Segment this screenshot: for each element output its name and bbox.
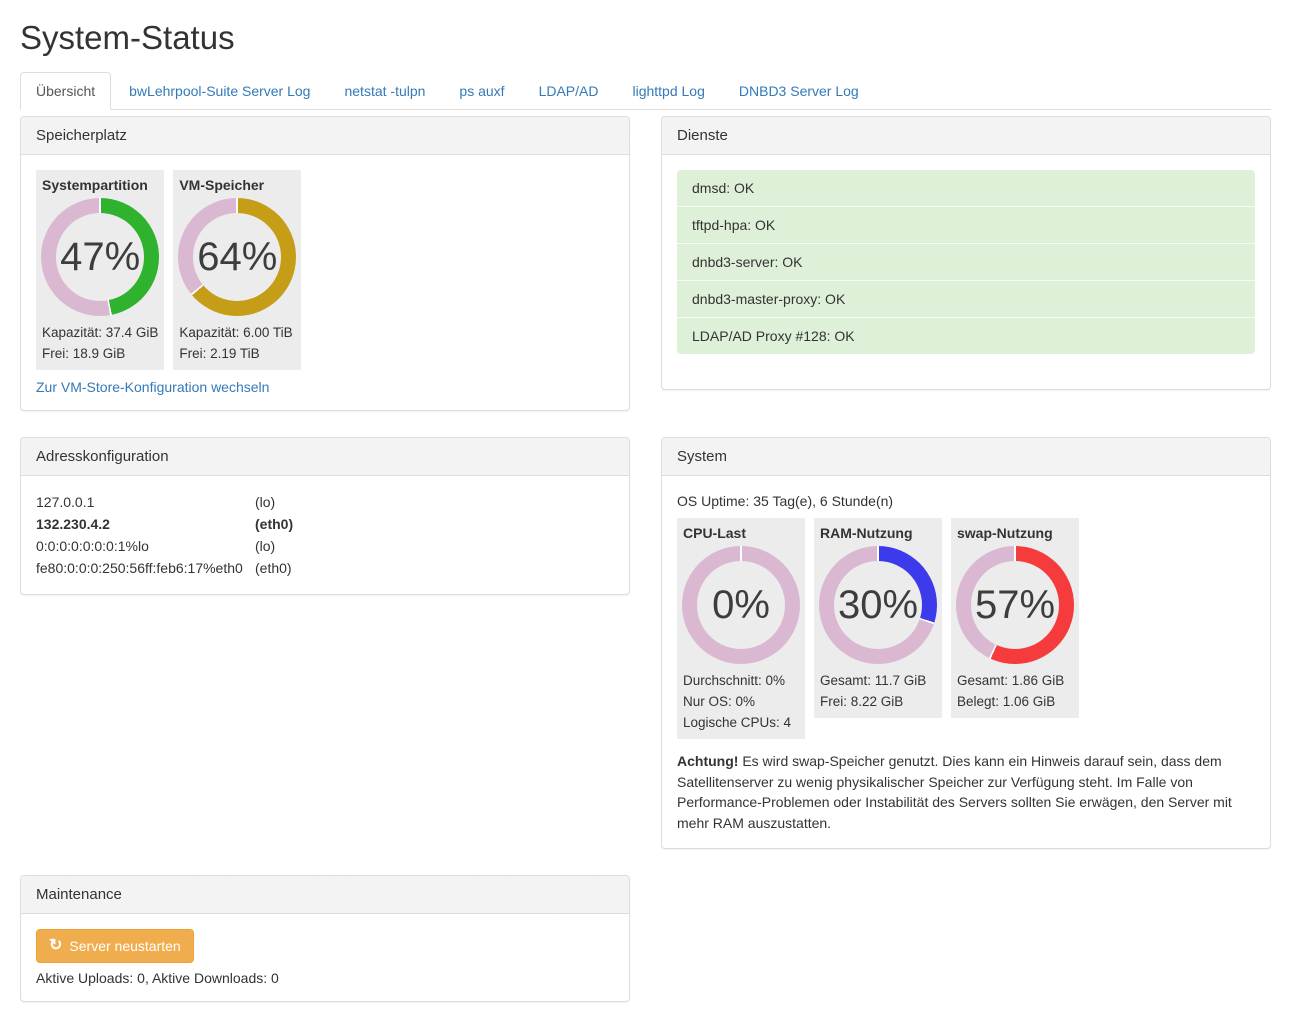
address-interface: (lo) xyxy=(255,494,276,510)
service-status-dnbd3-master-proxy: dnbd3-master-proxy: OK xyxy=(677,280,1255,317)
tab-bar: Übersicht bwLehrpool-Suite Server Log ne… xyxy=(20,72,1271,110)
tab-bwlehrpool-suite-server-log[interactable]: bwLehrpool-Suite Server Log xyxy=(113,72,326,110)
ram-free: Frei: 8.22 GiB xyxy=(820,694,904,709)
vm-speicher-percent: 64% xyxy=(197,234,278,279)
address-row-primary: 132.230.4.2 (eth0) xyxy=(36,513,614,535)
ram-nutzung-percent: 30% xyxy=(837,582,919,627)
ram-total: Gesamt: 11.7 GiB xyxy=(820,673,927,688)
panel-adresskonfiguration: Adresskonfiguration 127.0.0.1 (lo) 132.2… xyxy=(20,437,630,595)
gauge-title-systempartition: Systempartition xyxy=(42,177,148,193)
gauge-title-ram-nutzung: RAM-Nutzung xyxy=(820,525,913,541)
gauge-tile-systempartition: Systempartition 47% Kapazität: 37.4 GiB … xyxy=(36,170,165,370)
address-row: 127.0.0.1 (lo) xyxy=(36,491,614,513)
vm-speicher-donut-chart: 64% xyxy=(178,198,297,316)
systempartition-capacity: Kapazität: 37.4 GiB xyxy=(42,325,159,340)
services-list: dmsd: OK tftpd-hpa: OK dnbd3-server: OK … xyxy=(677,170,1255,354)
swap-used: Belegt: 1.06 GiB xyxy=(957,694,1056,709)
swap-nutzung-donut-chart: 57% xyxy=(956,546,1074,664)
vm-speicher-capacity: Kapazität: 6.00 TiB xyxy=(179,325,293,340)
cpu-average: Durchschnitt: 0% xyxy=(683,673,786,688)
panel-speicherplatz: Speicherplatz Systempartition 47% Kapazi… xyxy=(20,116,630,411)
gauge-tile-ram-nutzung: RAM-Nutzung 30% Gesamt: 11.7 GiB Frei: 8… xyxy=(814,518,942,718)
systempartition-free: Frei: 18.9 GiB xyxy=(42,346,126,361)
gauge-title-swap-nutzung: swap-Nutzung xyxy=(957,525,1053,541)
refresh-icon: ↻ xyxy=(49,937,63,954)
tab-ldap-ad-label[interactable]: LDAP/AD xyxy=(538,83,599,99)
tab-dnbd3-server-log-label[interactable]: DNBD3 Server Log xyxy=(738,83,859,99)
swap-total: Gesamt: 1.86 GiB xyxy=(957,673,1065,688)
restart-server-button-label: Server neustarten xyxy=(69,938,181,954)
gauge-tile-cpu-last: CPU-Last 0% Durchschnitt: 0% Nur OS: 0% … xyxy=(677,518,805,739)
panel-dienste: Dienste dmsd: OK tftpd-hpa: OK dnbd3-ser… xyxy=(661,116,1271,390)
swap-warning-label: Achtung! xyxy=(677,753,739,769)
swap-warning-body: Es wird swap-Speicher genutzt. Dies kann… xyxy=(677,753,1232,831)
gauge-tile-vm-speicher: VM-Speicher 64% Kapazität: 6.00 TiB Frei… xyxy=(173,170,302,370)
tab-ldap-ad[interactable]: LDAP/AD xyxy=(523,72,615,110)
row-2: Adresskonfiguration 127.0.0.1 (lo) 132.2… xyxy=(20,437,1271,849)
panel-maintenance: Maintenance ↻ Server neustarten Aktive U… xyxy=(20,875,630,1002)
gauge-tile-swap-nutzung: swap-Nutzung 57% Gesamt: 1.86 GiB Belegt… xyxy=(951,518,1079,718)
row-1: Speicherplatz Systempartition 47% Kapazi… xyxy=(20,116,1271,411)
tab-uebersicht[interactable]: Übersicht xyxy=(20,72,112,110)
speicherplatz-heading: Speicherplatz xyxy=(21,117,629,155)
address-ip: 132.230.4.2 xyxy=(36,516,110,532)
gauge-title-cpu-last: CPU-Last xyxy=(683,525,747,541)
page-title: System-Status xyxy=(20,19,235,56)
restart-server-button[interactable]: ↻ Server neustarten xyxy=(36,929,194,963)
ram-nutzung-donut-chart: 30% xyxy=(819,546,937,664)
os-uptime: OS Uptime: 35 Tag(e), 6 Stunde(n) xyxy=(677,493,894,509)
address-interface: (lo) xyxy=(255,538,276,554)
service-status-tftpd-hpa: tftpd-hpa: OK xyxy=(677,206,1255,243)
address-row: 0:0:0:0:0:0:0:1%lo (lo) xyxy=(36,535,614,557)
address-row: fe80:0:0:0:250:56ff:feb6:17%eth0 (eth0) xyxy=(36,557,614,579)
vm-store-config-link[interactable]: Zur VM-Store-Konfiguration wechseln xyxy=(36,379,270,395)
address-ip: 0:0:0:0:0:0:0:1%lo xyxy=(36,538,149,554)
tab-ps-auxf[interactable]: ps auxf xyxy=(443,72,520,110)
maintenance-heading: Maintenance xyxy=(21,876,629,914)
tab-ps-auxf-label[interactable]: ps auxf xyxy=(459,83,505,99)
systempartition-donut-chart: 47% xyxy=(41,198,160,316)
service-status-ldap-ad-proxy: LDAP/AD Proxy #128: OK xyxy=(677,317,1255,354)
swap-nutzung-percent: 57% xyxy=(974,582,1056,627)
tab-dnbd3-server-log[interactable]: DNBD3 Server Log xyxy=(723,72,875,110)
tab-lighttpd-log-label[interactable]: lighttpd Log xyxy=(632,83,705,99)
tab-lighttpd-log[interactable]: lighttpd Log xyxy=(616,72,720,110)
address-ip: fe80:0:0:0:250:56ff:feb6:17%eth0 xyxy=(36,560,243,576)
service-status-dnbd3-server: dnbd3-server: OK xyxy=(677,243,1255,280)
panel-system: System OS Uptime: 35 Tag(e), 6 Stunde(n)… xyxy=(661,437,1271,849)
vm-speicher-free: Frei: 2.19 TiB xyxy=(179,346,260,361)
adresskonfiguration-heading: Adresskonfiguration xyxy=(21,438,629,476)
page: System-Status Übersicht bwLehrpool-Suite… xyxy=(0,19,1292,1002)
tab-netstat-tulpn[interactable]: netstat -tulpn xyxy=(328,72,441,110)
swap-warning-text: Achtung! Es wird swap-Speicher genutzt. … xyxy=(677,751,1255,833)
row-3: Maintenance ↻ Server neustarten Aktive U… xyxy=(20,875,1271,1002)
systempartition-percent: 47% xyxy=(60,234,141,279)
address-interface: (eth0) xyxy=(255,560,292,576)
system-heading: System xyxy=(662,438,1270,476)
address-interface: (eth0) xyxy=(255,516,294,532)
cpu-os-only: Nur OS: 0% xyxy=(683,694,756,709)
dienste-heading: Dienste xyxy=(662,117,1270,155)
address-ip: 127.0.0.1 xyxy=(36,494,95,510)
tab-netstat-tulpn-label[interactable]: netstat -tulpn xyxy=(344,83,426,99)
cpu-logical-cpus: Logische CPUs: 4 xyxy=(683,715,792,730)
active-transfers-status: Aktive Uploads: 0, Aktive Downloads: 0 xyxy=(36,970,279,986)
service-status-dmsd: dmsd: OK xyxy=(677,170,1255,206)
gauge-title-vm-speicher: VM-Speicher xyxy=(179,177,265,193)
cpu-last-donut-chart: 0% xyxy=(682,546,800,664)
tab-bwlehrpool-suite-server-log-label[interactable]: bwLehrpool-Suite Server Log xyxy=(129,83,311,99)
tab-uebersicht-label[interactable]: Übersicht xyxy=(20,72,112,110)
cpu-last-percent: 0% xyxy=(712,582,770,627)
